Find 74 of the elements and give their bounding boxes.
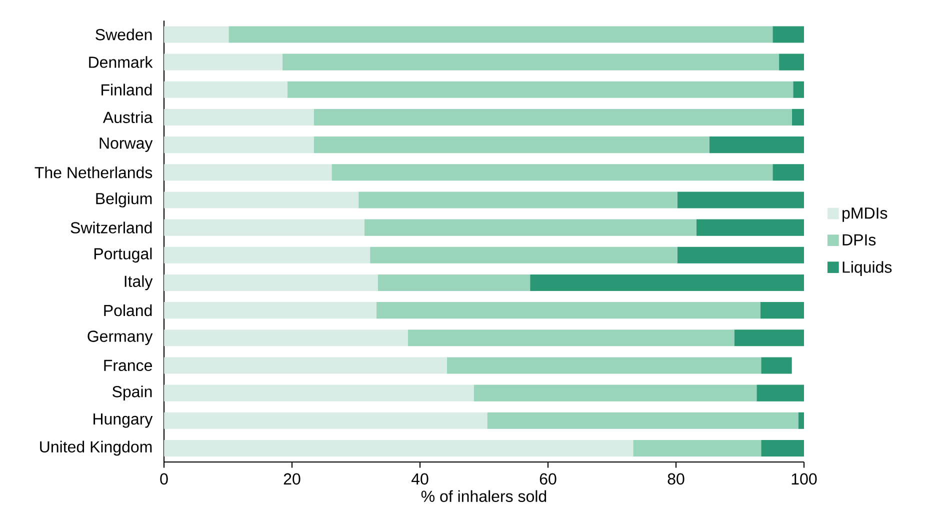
y-tick-label: Belgium	[96, 192, 152, 208]
y-tick-label: Italy	[124, 275, 153, 290]
bar	[288, 81, 794, 98]
x-tick-label: 80	[668, 473, 684, 485]
bar	[677, 246, 804, 264]
bar	[314, 136, 710, 154]
y-tick-label: Switzerland	[70, 222, 152, 234]
y-tick-label: United Kingdom	[40, 440, 152, 456]
bar	[164, 440, 634, 456]
y-tick-label: Germany	[88, 330, 153, 346]
y-tick-label: Finland	[102, 84, 152, 96]
x-tick-label: 60	[540, 473, 556, 485]
bar	[696, 219, 804, 236]
bar	[164, 219, 364, 236]
bar	[164, 54, 282, 70]
bar	[798, 412, 804, 429]
bar	[164, 164, 332, 181]
y-tick-label: Sweden	[96, 28, 152, 40]
bar	[164, 246, 370, 264]
y-tick-label: Hungary	[94, 413, 153, 428]
y-tick-label: Austria	[102, 111, 153, 124]
bar	[364, 219, 696, 236]
bar	[474, 384, 757, 402]
bar	[164, 302, 376, 319]
x-tick-label: 20	[284, 473, 300, 485]
bar	[487, 412, 798, 429]
bar	[164, 384, 474, 402]
bar	[358, 192, 678, 208]
bar	[164, 26, 229, 43]
bar	[164, 108, 314, 126]
bar	[772, 164, 804, 181]
bar	[734, 330, 804, 346]
legend-label: DPIs	[842, 234, 876, 246]
bar	[164, 81, 288, 98]
y-tick-label: France	[104, 360, 152, 372]
bar	[164, 136, 314, 154]
bar	[761, 357, 792, 374]
bar	[370, 246, 678, 264]
bar	[164, 274, 378, 291]
x-tick-label: 100	[792, 473, 817, 485]
legend-label: pMDIs	[842, 208, 888, 222]
bar	[709, 136, 804, 154]
x-tick-label: 40	[411, 473, 428, 485]
bar	[792, 108, 804, 126]
y-tick-label: Spain	[112, 386, 152, 401]
bar	[677, 192, 804, 208]
bar	[756, 384, 804, 402]
x-axis-title: % of inhalers sold	[421, 490, 546, 502]
y-tick-label: Norway	[100, 138, 153, 152]
bar	[772, 26, 804, 43]
bar	[793, 81, 804, 98]
bar	[760, 302, 804, 319]
y-tick-label: Poland	[104, 304, 152, 316]
y-tick-label: Portugal	[94, 248, 152, 263]
bar	[164, 357, 447, 374]
bar	[530, 274, 804, 291]
bar	[633, 440, 762, 456]
y-tick-label: Denmark	[89, 56, 153, 68]
bar	[376, 302, 760, 319]
bar	[779, 54, 804, 70]
bar	[408, 330, 734, 346]
bar	[314, 108, 792, 126]
bar	[164, 330, 408, 346]
bar	[446, 357, 762, 374]
bar	[164, 412, 488, 429]
bar	[332, 164, 773, 181]
bar	[164, 192, 359, 208]
legend-label: Liquids	[842, 261, 892, 276]
bar	[761, 440, 804, 456]
bar	[378, 274, 530, 291]
bar	[228, 26, 773, 43]
y-tick-label: The Netherlands	[34, 166, 152, 178]
bar	[282, 54, 780, 70]
x-tick-label: 0	[160, 473, 168, 485]
